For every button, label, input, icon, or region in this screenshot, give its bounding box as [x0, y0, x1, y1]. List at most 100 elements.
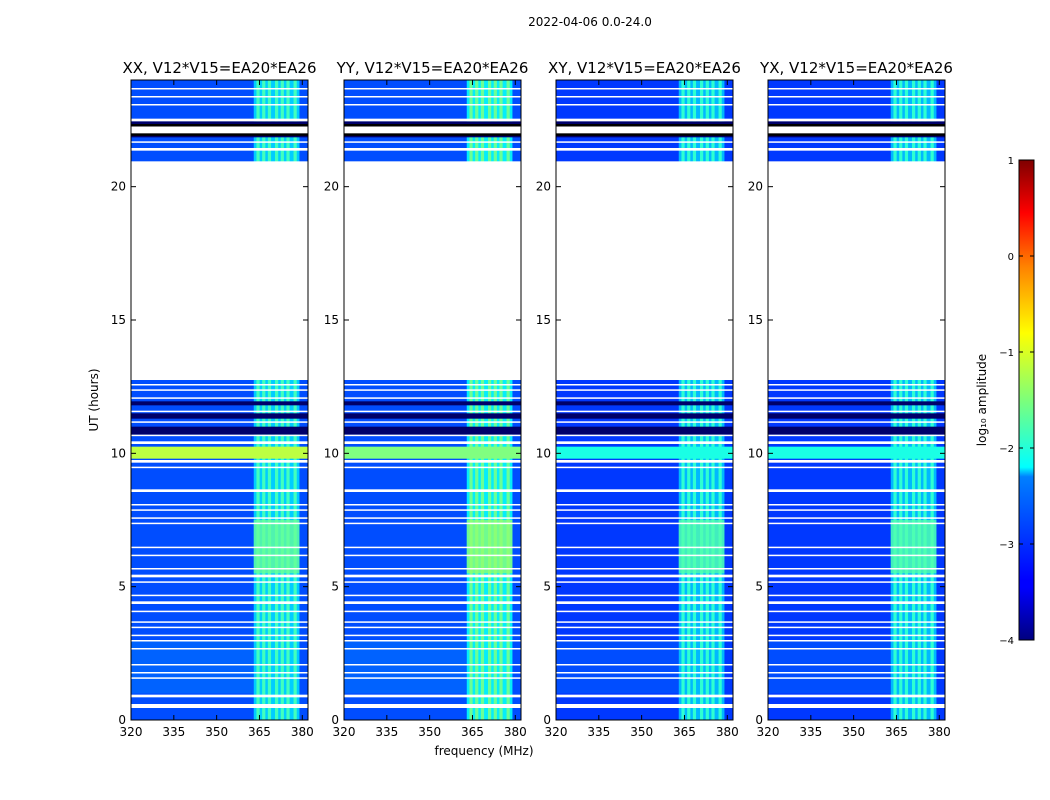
flagged-row — [556, 466, 733, 469]
flagged-row — [344, 522, 521, 525]
flagged-row — [556, 694, 733, 698]
flagged-row — [768, 610, 945, 613]
rfi-channel — [911, 80, 916, 720]
flagged-row — [768, 509, 945, 511]
flagged-row — [556, 489, 733, 492]
colorbar-gradient — [1018, 159, 1035, 641]
black-row — [768, 133, 945, 136]
flagged-row — [344, 410, 521, 413]
black-row — [131, 133, 308, 136]
y-tick-label: 10 — [748, 446, 763, 460]
flagged-row — [131, 581, 308, 583]
no-data-region — [344, 161, 521, 380]
black-row — [556, 124, 733, 127]
flagged-row — [556, 634, 733, 637]
flagged-row — [131, 504, 308, 506]
colorbar-tick-label: −3 — [999, 540, 1014, 551]
flagged-row — [344, 460, 521, 463]
dark-row — [131, 413, 308, 419]
rfi-channel — [687, 80, 691, 720]
panel-title: YX, V12*V15=EA20*EA26 — [759, 59, 953, 77]
x-tick-label: 335 — [587, 725, 610, 739]
axes-frame — [555, 79, 734, 721]
flagged-row — [344, 96, 521, 98]
x-tick-label: 365 — [885, 725, 908, 739]
flagged-row — [344, 504, 521, 506]
x-tick-label: 335 — [162, 725, 185, 739]
flagged-row — [131, 574, 308, 578]
flagged-row — [556, 664, 733, 666]
y-axis-label: UT (hours) — [87, 368, 101, 431]
flagged-row — [768, 148, 945, 151]
panel-xy: XY, V12*V15=EA20*EA26 320 335 350 365 380 0 5 10… — [536, 59, 741, 739]
flagged-row — [768, 88, 945, 90]
flagged-row — [131, 509, 308, 511]
dark-row — [768, 426, 945, 435]
flagged-row — [556, 397, 733, 399]
dark-row — [768, 134, 945, 138]
flagged-row — [131, 568, 308, 570]
rfi-channel — [705, 80, 709, 720]
flagged-row — [768, 141, 945, 143]
axes-frame — [343, 79, 522, 721]
rfi-channel — [274, 80, 279, 720]
flagged-row — [344, 466, 521, 469]
flagged-row — [768, 546, 945, 549]
dark-row — [131, 121, 308, 124]
flagged-row — [131, 601, 308, 604]
flagged-row — [344, 568, 521, 570]
flagged-row — [344, 517, 521, 519]
flagged-row — [131, 384, 308, 386]
dark-row — [556, 121, 733, 124]
flagged-row — [131, 626, 308, 629]
flagged-row — [131, 141, 308, 143]
y-tick-label: 0 — [118, 713, 126, 727]
rfi-channel — [286, 80, 290, 720]
flagged-row — [131, 148, 308, 151]
panel-title: XX, V12*V15=EA20*EA26 — [122, 59, 316, 77]
x-tick-label: 350 — [842, 725, 865, 739]
flagged-row — [344, 574, 521, 578]
colorbar-tick-label: −2 — [999, 444, 1014, 455]
flagged-row — [768, 118, 945, 122]
flagged-row — [344, 104, 521, 106]
flagged-row — [344, 594, 521, 597]
flagged-row — [768, 104, 945, 106]
flagged-row — [344, 621, 521, 623]
flagged-row — [344, 489, 521, 492]
x-tick-label: 320 — [545, 725, 568, 739]
flagged-row — [768, 522, 945, 525]
flagged-row — [131, 677, 308, 679]
flagged-row — [344, 124, 521, 135]
flagged-row — [556, 88, 733, 90]
flagged-row — [344, 640, 521, 642]
y-tick-label: 0 — [755, 713, 763, 727]
flagged-row — [344, 148, 521, 151]
rfi-channel — [480, 80, 485, 720]
flagged-row — [556, 389, 733, 391]
flagged-row — [131, 694, 308, 698]
y-tick-label: 0 — [331, 713, 339, 727]
flagged-row — [344, 664, 521, 666]
flagged-row — [768, 397, 945, 399]
flagged-row — [344, 389, 521, 391]
spectrogram-image — [131, 80, 308, 720]
flagged-row — [131, 124, 308, 135]
rfi-channel — [493, 80, 497, 720]
colorbar-tick-label: 1 — [1008, 156, 1014, 167]
y-tick-label: 5 — [543, 580, 551, 594]
flagged-row — [131, 466, 308, 469]
black-row — [131, 124, 308, 127]
flagged-row — [768, 410, 945, 413]
no-data-region — [768, 161, 945, 380]
flagged-row — [768, 460, 945, 463]
flagged-row — [344, 441, 521, 444]
rfi-channel — [681, 80, 685, 720]
flagged-row — [131, 389, 308, 391]
flagged-row — [131, 421, 308, 423]
spectrogram-image — [344, 80, 521, 720]
y-tick-label: 15 — [748, 313, 763, 327]
flagged-row — [556, 640, 733, 642]
dark-row — [344, 413, 521, 419]
no-data-region — [556, 161, 733, 380]
